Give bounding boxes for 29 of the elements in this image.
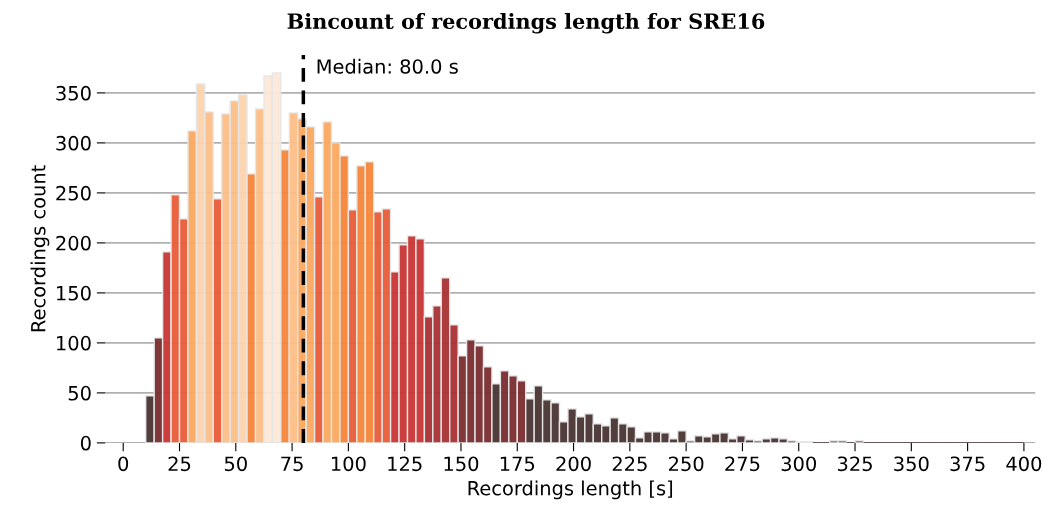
- x-tick-label: 300: [781, 456, 816, 472]
- x-tick-label: 175: [500, 456, 535, 472]
- x-tick-label: 400: [1006, 456, 1042, 472]
- y-tick-label: 350: [56, 85, 91, 101]
- x-tick-label: 0: [118, 456, 129, 472]
- x-tick-label: 150: [444, 456, 479, 472]
- x-tick-label: 275: [725, 456, 760, 472]
- x-tick-label: 375: [950, 456, 985, 472]
- x-tick-label: 75: [281, 456, 303, 472]
- ref-line-label: Median: 80.0 s: [317, 58, 458, 74]
- y-tick-label: 50: [68, 385, 91, 401]
- x-tick-label: 25: [168, 456, 191, 472]
- x-tick-label: 350: [894, 456, 929, 472]
- chart-title: Bincount of recordings length for SRE16: [287, 12, 765, 34]
- x-tick-label: 50: [224, 456, 247, 472]
- y-tick-label: 100: [57, 335, 91, 351]
- x-tick-label: 250: [669, 456, 704, 472]
- x-tick-label: 325: [837, 456, 872, 472]
- y-tick-label: 300: [56, 135, 91, 151]
- y-tick-label: 200: [56, 235, 91, 251]
- x-tick-label: 200: [556, 456, 591, 472]
- x-axis-title: Recordings length [s]: [468, 480, 673, 500]
- y-tick-label: 250: [56, 185, 91, 201]
- y-tick-label: 0: [80, 435, 91, 451]
- x-tick-label: 225: [612, 456, 647, 472]
- y-axis-title: Recordings count: [30, 165, 50, 332]
- x-tick-label: 100: [331, 456, 366, 472]
- y-tick-label: 150: [57, 285, 91, 301]
- x-tick-label: 125: [388, 456, 422, 472]
